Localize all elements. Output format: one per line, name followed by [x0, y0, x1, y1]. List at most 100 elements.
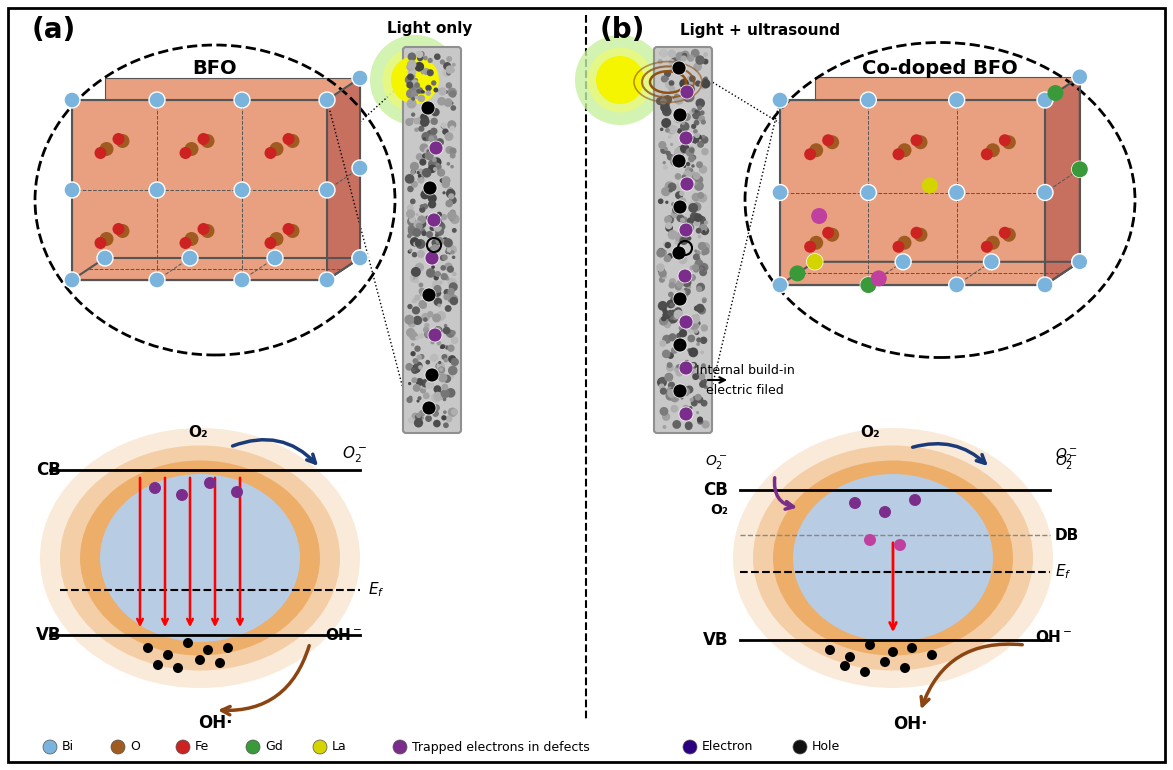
Circle shape	[699, 380, 706, 388]
Circle shape	[419, 283, 423, 287]
Circle shape	[407, 52, 416, 61]
Circle shape	[197, 223, 210, 235]
Circle shape	[441, 273, 448, 280]
Circle shape	[680, 385, 687, 391]
Circle shape	[452, 62, 456, 66]
Circle shape	[1072, 69, 1087, 85]
Circle shape	[698, 235, 701, 239]
Circle shape	[664, 321, 671, 328]
Circle shape	[807, 254, 822, 270]
Circle shape	[685, 92, 694, 102]
Circle shape	[703, 230, 705, 233]
Circle shape	[665, 216, 674, 224]
Circle shape	[685, 90, 690, 95]
Circle shape	[172, 663, 183, 673]
Circle shape	[413, 276, 416, 280]
Circle shape	[690, 212, 699, 221]
Circle shape	[692, 396, 698, 401]
Circle shape	[893, 149, 904, 160]
Circle shape	[420, 113, 427, 121]
Circle shape	[415, 153, 423, 161]
Text: VB: VB	[36, 626, 61, 644]
Ellipse shape	[40, 428, 360, 688]
Circle shape	[704, 52, 708, 57]
Text: Electron: Electron	[701, 741, 753, 754]
Circle shape	[408, 320, 416, 327]
Circle shape	[985, 143, 999, 157]
Circle shape	[700, 324, 708, 332]
Circle shape	[673, 316, 678, 320]
Circle shape	[660, 249, 667, 256]
Circle shape	[1047, 85, 1064, 101]
Circle shape	[895, 254, 911, 270]
Circle shape	[696, 286, 703, 292]
Circle shape	[660, 128, 664, 131]
Circle shape	[407, 234, 412, 238]
Circle shape	[422, 153, 427, 159]
Circle shape	[669, 85, 676, 92]
Circle shape	[421, 204, 423, 208]
Circle shape	[694, 393, 701, 400]
Circle shape	[438, 169, 446, 177]
Circle shape	[414, 346, 421, 352]
Circle shape	[663, 425, 666, 429]
Circle shape	[694, 320, 700, 326]
Circle shape	[704, 76, 708, 80]
Circle shape	[663, 95, 672, 104]
Circle shape	[701, 243, 710, 251]
Circle shape	[658, 269, 666, 277]
Circle shape	[772, 92, 788, 108]
Circle shape	[448, 193, 455, 199]
Circle shape	[450, 165, 454, 169]
Circle shape	[285, 224, 299, 238]
Text: OH·: OH·	[198, 714, 232, 732]
Circle shape	[427, 213, 441, 227]
Circle shape	[428, 194, 436, 203]
Circle shape	[689, 182, 691, 186]
Circle shape	[665, 201, 669, 204]
Circle shape	[415, 239, 426, 249]
Circle shape	[690, 362, 697, 369]
Circle shape	[421, 101, 435, 115]
Circle shape	[686, 87, 691, 92]
Circle shape	[313, 740, 327, 754]
Circle shape	[428, 165, 436, 173]
Circle shape	[416, 89, 421, 93]
Circle shape	[674, 239, 680, 245]
Circle shape	[427, 69, 434, 76]
Circle shape	[413, 316, 422, 325]
Circle shape	[680, 293, 686, 299]
Circle shape	[438, 373, 447, 383]
Circle shape	[679, 407, 693, 421]
Circle shape	[448, 195, 452, 198]
Text: (a): (a)	[32, 16, 76, 44]
Circle shape	[412, 377, 418, 383]
Circle shape	[949, 277, 964, 293]
Circle shape	[428, 332, 438, 341]
Circle shape	[406, 397, 413, 403]
Circle shape	[656, 249, 665, 257]
Circle shape	[440, 265, 446, 271]
Circle shape	[433, 285, 441, 293]
Circle shape	[683, 405, 690, 412]
Circle shape	[860, 277, 876, 293]
Circle shape	[949, 92, 964, 108]
Text: CB: CB	[703, 481, 728, 499]
Circle shape	[442, 69, 450, 77]
Circle shape	[233, 272, 250, 288]
Circle shape	[696, 99, 705, 108]
Circle shape	[409, 237, 419, 246]
Circle shape	[666, 77, 669, 80]
Circle shape	[319, 92, 335, 108]
Circle shape	[949, 185, 964, 200]
Circle shape	[692, 172, 700, 180]
Circle shape	[693, 253, 700, 260]
Circle shape	[699, 266, 704, 271]
Circle shape	[1002, 228, 1016, 242]
Circle shape	[674, 95, 684, 105]
Circle shape	[430, 128, 438, 135]
Circle shape	[412, 368, 415, 372]
Circle shape	[432, 280, 441, 289]
Circle shape	[680, 252, 686, 257]
Circle shape	[674, 147, 684, 157]
